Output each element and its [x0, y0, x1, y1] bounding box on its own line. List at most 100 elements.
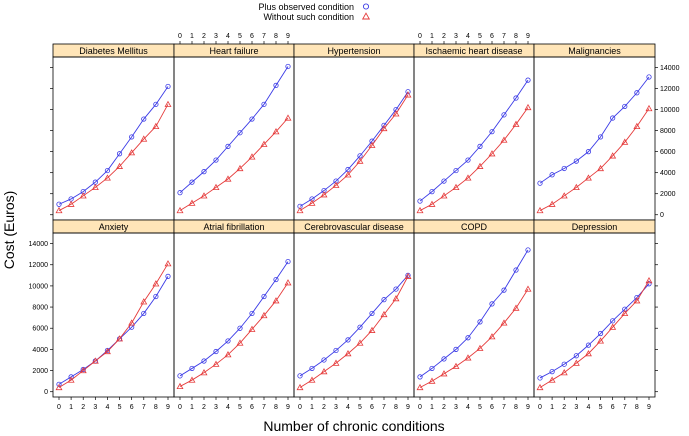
x-tick-label: 2 — [81, 404, 85, 411]
data-point — [153, 101, 159, 107]
series-without-such-condition — [176, 114, 292, 214]
series-plus-observed-condition — [417, 77, 531, 204]
series-line — [299, 91, 409, 207]
data-point — [609, 152, 617, 159]
x-tick-label: 5 — [478, 33, 482, 40]
data-point — [104, 167, 111, 174]
x-tick-label: 8 — [635, 404, 639, 411]
series-line — [419, 107, 529, 211]
x-tick-label: 0 — [418, 33, 422, 40]
data-point — [560, 369, 568, 376]
data-point — [237, 325, 243, 331]
data-point — [200, 192, 208, 199]
x-tick-label: 7 — [502, 33, 506, 40]
x-tick-label: 4 — [105, 404, 109, 411]
panel-title: Hypertension — [327, 46, 380, 56]
series-line — [419, 79, 529, 202]
data-point — [622, 103, 628, 110]
panel-frame — [52, 56, 175, 221]
data-point — [212, 183, 220, 190]
data-point — [201, 358, 207, 364]
x-tick-label: 2 — [442, 404, 446, 411]
x-tick-label: 7 — [142, 404, 146, 411]
x-tick-label: 8 — [274, 404, 278, 411]
data-point — [417, 198, 423, 204]
data-point — [597, 164, 605, 172]
data-point — [176, 206, 184, 214]
panel-ischaemic-heart-disease: Ischaemic heart disease — [413, 43, 535, 221]
data-point — [284, 114, 292, 121]
panel-frame — [173, 232, 295, 398]
x-tick-label: 7 — [262, 33, 266, 40]
series-line — [419, 249, 529, 378]
data-point — [537, 375, 543, 381]
panel-frame — [413, 56, 535, 221]
series-without-such-condition — [55, 100, 172, 214]
x-tick-label: 3 — [214, 33, 218, 40]
x-tick-label: 1 — [430, 404, 434, 411]
x-tick-label: 5 — [238, 33, 242, 40]
data-point — [584, 174, 592, 181]
data-point — [381, 297, 387, 303]
y-tick-label: 4000 — [32, 347, 48, 354]
series-without-such-condition — [416, 103, 532, 214]
series-without-such-condition — [176, 279, 292, 390]
data-point — [261, 293, 267, 300]
y-tick-label: 14000 — [660, 65, 680, 72]
series-line — [299, 94, 409, 211]
y-tick-label: 12000 — [660, 86, 680, 93]
data-point — [200, 369, 208, 376]
panel-frame — [533, 56, 656, 221]
panel-cerebrovascular-disease: Cerebrovascular disease — [293, 219, 415, 398]
data-point — [416, 206, 424, 214]
data-point — [621, 138, 629, 145]
series-line — [539, 280, 650, 388]
data-point — [585, 342, 592, 348]
data-point — [67, 200, 75, 207]
data-point — [524, 103, 532, 111]
data-point — [597, 134, 604, 140]
data-point — [225, 143, 231, 149]
data-point — [525, 247, 531, 253]
x-tick-label: 2 — [322, 404, 326, 411]
data-point — [536, 383, 544, 391]
data-point — [248, 325, 256, 332]
series-plus-observed-condition — [56, 83, 171, 207]
data-point — [332, 181, 340, 188]
data-point — [320, 191, 328, 198]
series-plus-observed-condition — [537, 281, 652, 381]
data-point — [212, 360, 220, 367]
panels: Diabetes Mellitus Heart failure Hypertensi… — [52, 43, 656, 398]
data-point — [489, 129, 495, 135]
data-point — [513, 95, 519, 101]
data-point — [633, 297, 641, 304]
data-point — [116, 151, 123, 157]
legend: Plus observed condition Without such con… — [258, 2, 371, 22]
series-line — [299, 275, 409, 377]
data-point — [477, 143, 483, 149]
data-point — [428, 200, 436, 207]
series-without-such-condition — [55, 260, 172, 391]
y-tick-label: 10000 — [660, 107, 680, 114]
data-point — [561, 165, 567, 172]
data-point — [152, 122, 160, 130]
data-point — [440, 370, 448, 377]
x-tick-label: 9 — [526, 33, 530, 40]
data-point — [621, 309, 629, 317]
data-point — [176, 382, 184, 390]
data-point — [597, 337, 605, 344]
data-point — [380, 310, 388, 318]
data-point — [512, 304, 520, 311]
x-tick-label: 7 — [382, 404, 386, 411]
data-point — [404, 272, 412, 279]
data-point — [633, 122, 641, 130]
data-point — [610, 318, 616, 324]
data-point — [141, 116, 147, 122]
panel-title: Depression — [572, 222, 618, 232]
data-point — [56, 381, 62, 387]
x-tick-label: 6 — [490, 33, 494, 40]
panel-title: Diabetes Mellitus — [79, 46, 148, 56]
data-point — [68, 374, 74, 380]
x-axis-title: Number of chronic conditions — [263, 418, 444, 434]
